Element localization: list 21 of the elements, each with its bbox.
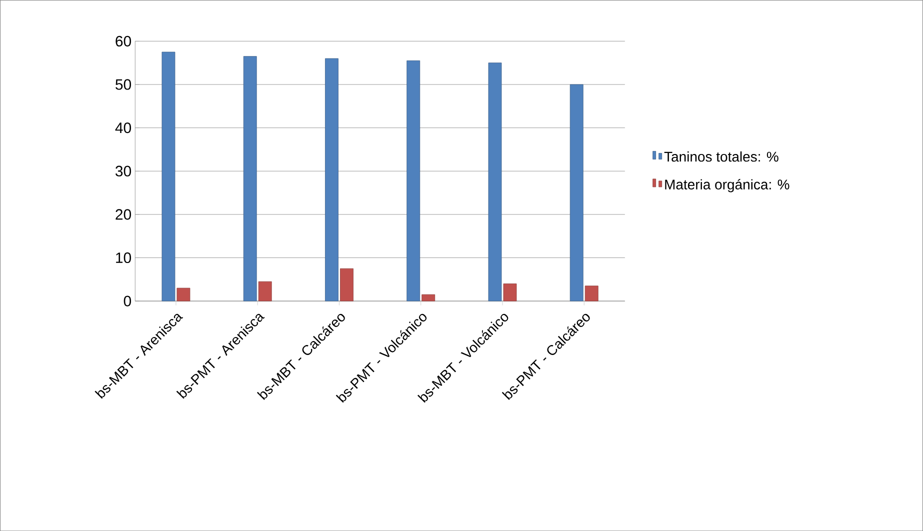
legend-label: Taninos totales: % [664,151,778,162]
y-tick-label: 50 [116,79,132,90]
y-tick-label: 40 [115,122,132,134]
bar [422,294,436,302]
y-tick-label: 0 [124,296,132,306]
bar [488,62,502,302]
bar [325,58,338,302]
bar [258,281,272,302]
legend-label: Materia orgánica: % [665,178,790,192]
bar [243,56,257,302]
y-tick-label: 10 [116,252,132,263]
y-tick-label: 20 [116,209,132,220]
bar [340,268,354,302]
bar [503,283,517,302]
bar [584,286,598,302]
bar [162,52,176,302]
bar [406,60,420,302]
y-tick-label: 30 [116,166,132,176]
bar [570,84,584,302]
bar [176,288,190,302]
y-tick-label: 60 [116,36,132,46]
